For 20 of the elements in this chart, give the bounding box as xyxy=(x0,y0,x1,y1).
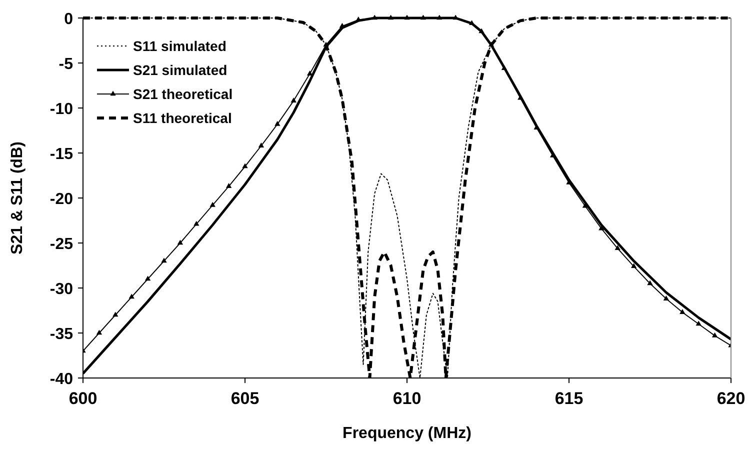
y-tick-label: 0 xyxy=(64,11,74,28)
y-tick-label: -25 xyxy=(50,236,74,253)
legend-label: S11 theoretical xyxy=(133,110,232,126)
x-tick-label: 610 xyxy=(392,389,422,408)
x-tick-label: 615 xyxy=(554,389,584,408)
y-tick-label: -30 xyxy=(50,281,74,298)
y-tick-label: -10 xyxy=(50,101,74,118)
legend-label: S21 theoretical xyxy=(133,86,233,102)
x-tick-label: 605 xyxy=(230,389,260,408)
x-axis-title: Frequency (MHz) xyxy=(342,425,472,442)
x-tick-label: 620 xyxy=(716,389,746,408)
y-tick-label: -35 xyxy=(50,326,74,343)
y-tick-label: -15 xyxy=(50,146,74,163)
y-tick-label: -40 xyxy=(50,371,74,388)
y-tick-label: -20 xyxy=(50,191,74,208)
legend-label: S21 simulated xyxy=(133,62,228,78)
x-tick-label: 600 xyxy=(68,389,98,408)
legend-label: S11 simulated xyxy=(133,38,226,54)
y-axis-title: S21 & S11 (dB) xyxy=(9,142,26,254)
y-tick-label: -5 xyxy=(58,56,74,73)
